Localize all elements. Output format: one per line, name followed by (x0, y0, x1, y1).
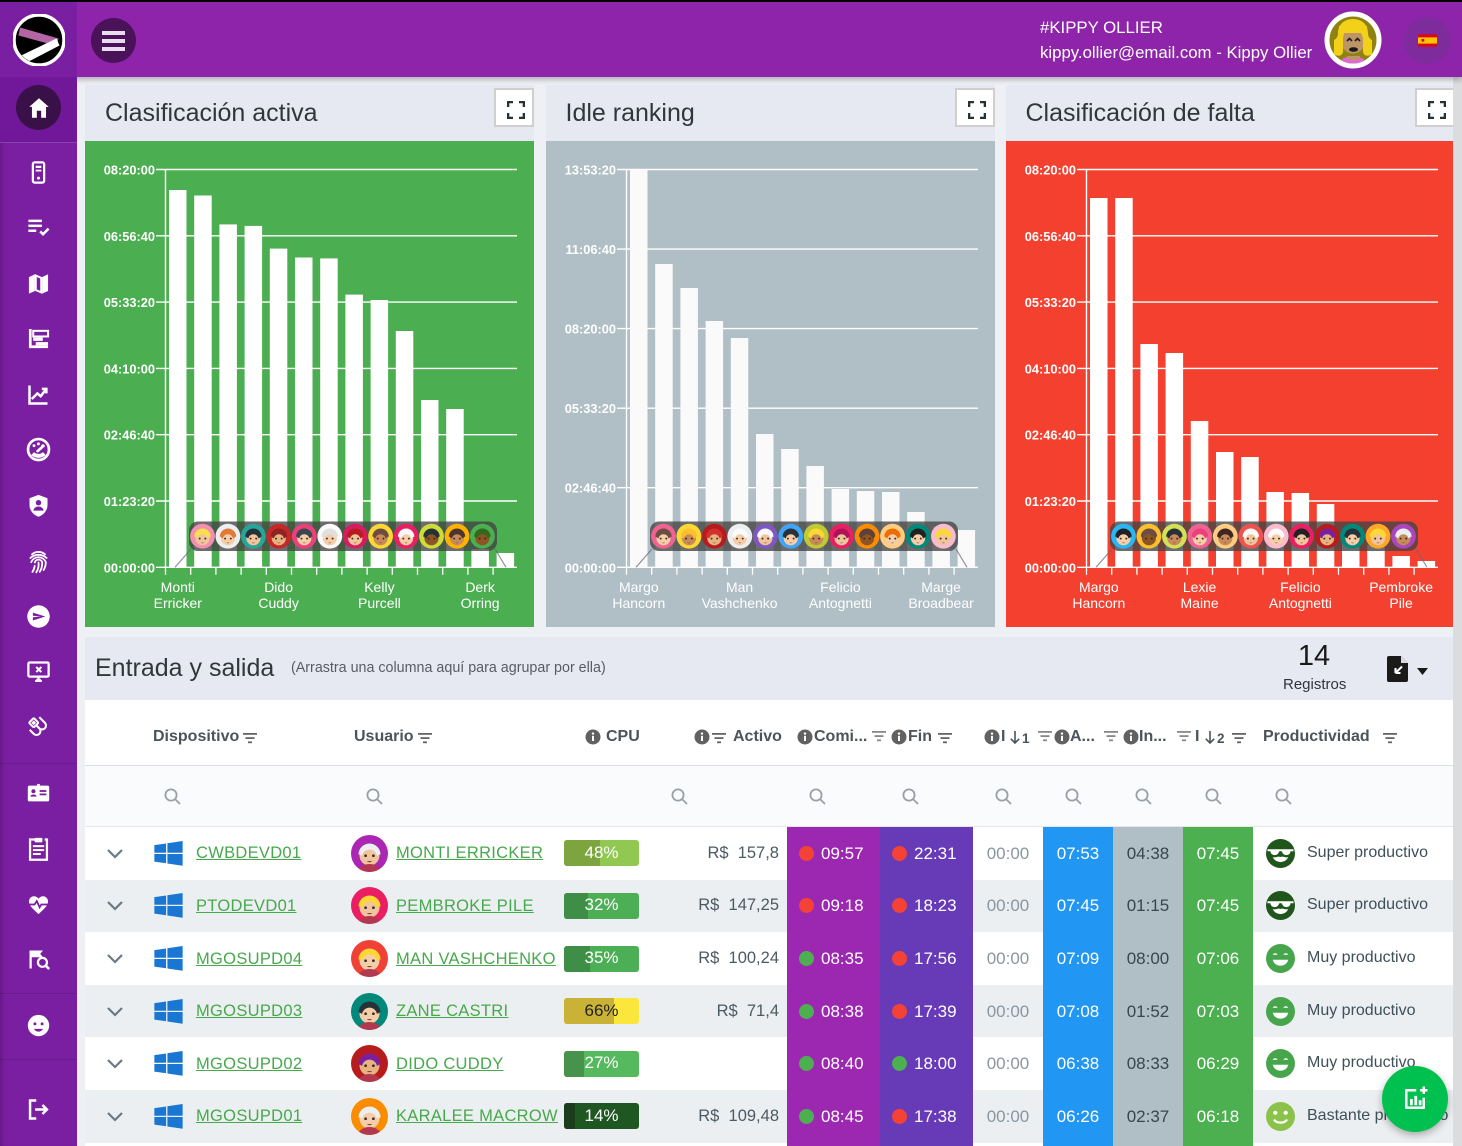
svg-text:08:20:00: 08:20:00 (1024, 163, 1075, 178)
svg-text:Man: Man (725, 579, 752, 595)
svg-text:Antognetti: Antognetti (808, 595, 871, 611)
svg-text:Broadbear: Broadbear (908, 595, 974, 611)
svg-text:Orring: Orring (461, 595, 500, 611)
svg-text:Kelly: Kelly (364, 579, 394, 595)
svg-text:00:00:00: 00:00:00 (1024, 560, 1075, 575)
svg-text:05:33:20: 05:33:20 (1024, 295, 1075, 310)
svg-text:00:00:00: 00:00:00 (104, 560, 155, 575)
svg-text:06:56:40: 06:56:40 (104, 229, 155, 244)
svg-text:04:10:00: 04:10:00 (1024, 361, 1075, 376)
svg-text:Vashchenko: Vashchenko (701, 595, 777, 611)
svg-text:Hancorn: Hancorn (612, 595, 665, 611)
svg-text:Derk: Derk (465, 579, 496, 595)
svg-text:Pembroke: Pembroke (1369, 579, 1433, 595)
svg-text:Purcell: Purcell (358, 595, 401, 611)
svg-text:Felicio: Felicio (820, 579, 861, 595)
svg-text:00:00:00: 00:00:00 (564, 560, 615, 575)
svg-text:Lexie: Lexie (1182, 579, 1216, 595)
svg-text:06:56:40: 06:56:40 (1024, 229, 1075, 244)
svg-text:01:23:20: 01:23:20 (1024, 494, 1075, 509)
svg-text:Dido: Dido (264, 579, 293, 595)
svg-text:11:06:40: 11:06:40 (565, 242, 616, 257)
svg-text:Monti: Monti (161, 579, 195, 595)
svg-text:02:46:40: 02:46:40 (104, 428, 155, 443)
svg-text:13:53:20: 13:53:20 (564, 163, 615, 178)
svg-text:Erricker: Erricker (154, 595, 203, 611)
svg-text:Cuddy: Cuddy (258, 595, 298, 611)
svg-text:Felicio: Felicio (1280, 579, 1321, 595)
svg-text:Marge: Marge (921, 579, 961, 595)
svg-text:05:33:20: 05:33:20 (104, 295, 155, 310)
svg-text:05:33:20: 05:33:20 (564, 401, 615, 416)
svg-text:Margo: Margo (618, 579, 658, 595)
svg-text:Hancorn: Hancorn (1072, 595, 1125, 611)
svg-text:Maine: Maine (1180, 595, 1218, 611)
svg-text:Antognetti: Antognetti (1268, 595, 1331, 611)
svg-text:02:46:40: 02:46:40 (1024, 428, 1075, 443)
svg-text:Margo: Margo (1078, 579, 1118, 595)
svg-text:08:20:00: 08:20:00 (564, 322, 615, 337)
svg-text:02:46:40: 02:46:40 (564, 481, 615, 496)
svg-text:04:10:00: 04:10:00 (104, 361, 155, 376)
svg-text:01:23:20: 01:23:20 (104, 494, 155, 509)
svg-text:Pile: Pile (1389, 595, 1413, 611)
svg-text:08:20:00: 08:20:00 (104, 163, 155, 178)
